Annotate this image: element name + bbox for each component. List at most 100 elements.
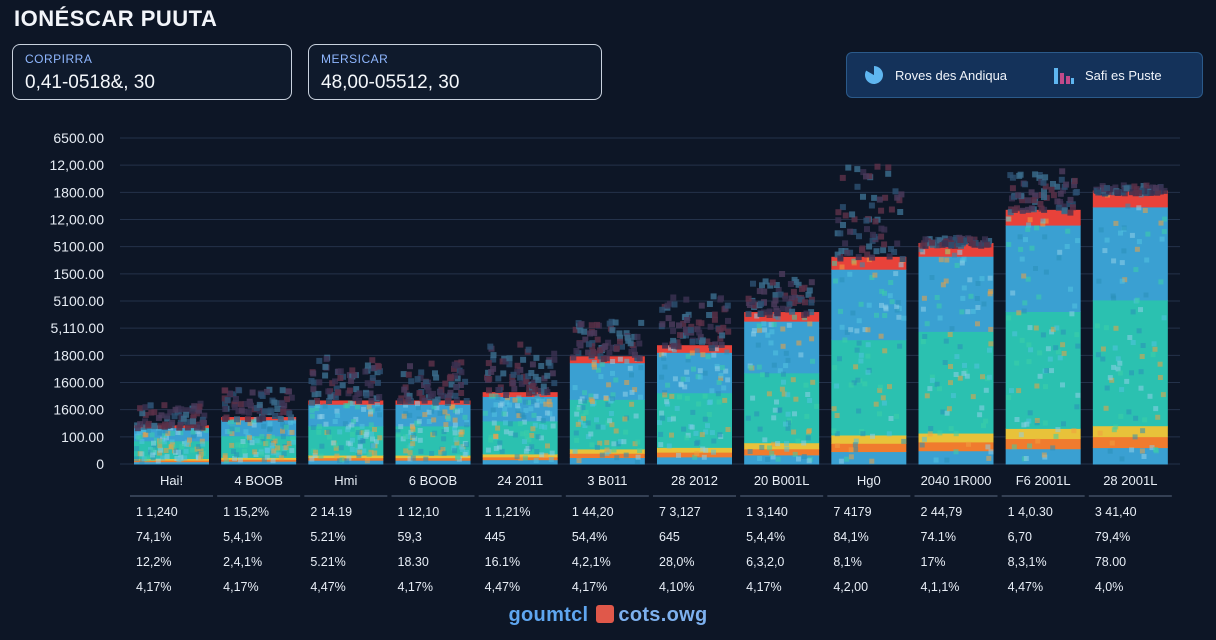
- kpi-card-corpirra: CORPIRRA 0,41-0518&, 30: [12, 44, 292, 100]
- bar: [1092, 182, 1168, 465]
- y-tick-label: 1600.00: [53, 375, 104, 391]
- table-cell: 6,3,2,0: [746, 555, 784, 569]
- table-cell: 2 14.19: [310, 505, 352, 519]
- legend-item[interactable]: Roves des Andiqua: [863, 53, 1007, 97]
- table-cell: 1 44,20: [572, 505, 614, 519]
- table-cell: 2 44,79: [921, 505, 963, 519]
- table-cell: 1 1,240: [136, 505, 178, 519]
- kpi-card-mersicar: MERSICAR 48,00-05512, 30: [308, 44, 602, 100]
- kpi-value: 0,41-0518&, 30: [25, 72, 155, 93]
- x-tick-label: 20 B001L: [754, 473, 810, 488]
- x-tick-label: 2040 1R000: [921, 473, 992, 488]
- table-cell: 5.21%: [310, 530, 345, 544]
- page-title: IONÉSCAR PUUTA: [14, 6, 218, 31]
- table-cell: 5,4,1%: [223, 530, 262, 544]
- y-tick-label: 1800.00: [53, 184, 104, 200]
- y-tick-label: 1800.00: [53, 347, 104, 363]
- table-cell: 4,17%: [223, 580, 258, 594]
- table-cell: 12,2%: [136, 555, 171, 569]
- pie-chart-icon: [863, 64, 885, 86]
- table-cell: 4,47%: [1008, 580, 1043, 594]
- bar: [918, 234, 994, 465]
- x-tick-label: F6 2001L: [1016, 473, 1071, 488]
- table-cell: 78.00: [1095, 555, 1126, 569]
- table-cell: 18.30: [398, 555, 429, 569]
- bar: [831, 163, 907, 465]
- table-cell: 4,17%: [136, 580, 171, 594]
- y-tick-label: 6500.00: [53, 130, 104, 146]
- table-cell: 28,0%: [659, 555, 694, 569]
- table-cell: 1 4,0.30: [1008, 505, 1053, 519]
- table-cell: 4,17%: [398, 580, 433, 594]
- x-tick-label: 4 BOOB: [234, 473, 282, 488]
- table-cell: 1 12,10: [398, 505, 440, 519]
- table-cell: 4,2,00: [833, 580, 868, 594]
- table-cell: 8,3,1%: [1008, 555, 1047, 569]
- y-tick-label: 1500.00: [53, 266, 104, 282]
- stacked-bar-chart: 6500.00 12,00.00 1800.00 12,00.00 5100.00 150…: [50, 130, 1180, 594]
- table-cell: 79,4%: [1095, 530, 1130, 544]
- table-cell: 4,17%: [572, 580, 607, 594]
- table-cell: 17%: [921, 555, 946, 569]
- bar: [657, 293, 732, 465]
- bar-chart-icon: [1053, 64, 1075, 86]
- table-cell: 74.1%: [921, 530, 956, 544]
- y-tick-label: 5100.00: [53, 239, 104, 255]
- brand-right: cots.owg: [618, 604, 708, 626]
- y-tick-label: 1600.00: [53, 402, 104, 418]
- legend-item[interactable]: Safi es Puste: [1053, 53, 1162, 97]
- x-tick-label: 6 BOOB: [409, 473, 457, 488]
- table-cell: 645: [659, 530, 680, 544]
- y-tick-label: 100.00: [61, 429, 104, 445]
- table-cell: 4,1,1%: [921, 580, 960, 594]
- table-cell: 84,1%: [833, 530, 868, 544]
- table-cell: 4,2,1%: [572, 555, 611, 569]
- x-tick-label: 28 2001L: [1103, 473, 1157, 488]
- table-cell: 4,47%: [310, 580, 345, 594]
- table-cell: 445: [485, 530, 506, 544]
- table-cell: 54,4%: [572, 530, 607, 544]
- y-tick-label: 12,00.00: [50, 157, 105, 173]
- table-cell: 5.21%: [310, 555, 345, 569]
- bar: [744, 271, 820, 465]
- table-cell: 74,1%: [136, 530, 171, 544]
- x-tick-label: Hmi: [334, 473, 357, 488]
- kpi-value: 48,00-05512, 30: [321, 72, 460, 93]
- table-cell: 1 1,21%: [485, 505, 531, 519]
- bar: [1005, 168, 1081, 465]
- table-cell: 59,3: [398, 530, 422, 544]
- table-cell: 3 41,40: [1095, 505, 1137, 519]
- bar: [134, 400, 209, 465]
- table-cell: 4,10%: [659, 580, 694, 594]
- table-cell: 5,4,4%: [746, 530, 785, 544]
- y-tick-label: 5100.00: [53, 293, 104, 309]
- y-tick-label: 5,110.00: [51, 320, 105, 336]
- table-cell: 6,70: [1008, 530, 1032, 544]
- table-cell: 4,47%: [485, 580, 520, 594]
- table-cell: 4,0%: [1095, 580, 1124, 594]
- x-tick-label: Hai!: [160, 473, 183, 488]
- brand-left: goumtcl: [508, 604, 589, 626]
- y-tick-label: 0: [96, 456, 104, 472]
- table-cell: 16.1%: [485, 555, 520, 569]
- bar: [221, 386, 297, 465]
- x-tick-label: Hg0: [857, 473, 881, 488]
- bar: [569, 318, 645, 465]
- table-cell: 8,1%: [833, 555, 862, 569]
- brand-logo-icon: [596, 605, 615, 623]
- table-cell: 2,4,1%: [223, 555, 262, 569]
- bar: [395, 359, 471, 465]
- bar: [308, 354, 384, 465]
- table-cell: 1 15,2%: [223, 505, 269, 519]
- table-cell: 4,17%: [746, 580, 781, 594]
- legend-label: Roves des Andiqua: [895, 67, 1008, 83]
- legend-label: Safi es Puste: [1085, 67, 1162, 83]
- footer-brand: goumtcl cots.owg: [0, 604, 1216, 627]
- table-cell: 7 3,127: [659, 505, 701, 519]
- table-cell: 7 4179: [833, 505, 871, 519]
- kpi-label: MERSICAR: [321, 52, 389, 66]
- kpi-label: CORPIRRA: [25, 52, 93, 66]
- bar: [482, 341, 558, 465]
- x-tick-label: 3 B011: [587, 473, 627, 488]
- chart-legend: Roves des Andiqua Safi es Puste: [846, 52, 1203, 98]
